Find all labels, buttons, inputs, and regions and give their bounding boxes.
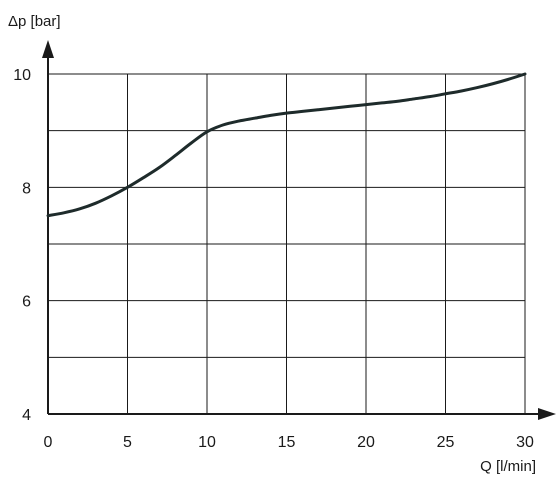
y-tick-label: 10 — [13, 67, 31, 84]
tick-labels: 0 5 10 15 20 25 30 4 6 8 10 — [13, 67, 534, 451]
x-tick-label: 0 — [44, 434, 53, 451]
pressure-drop-curve — [46, 72, 527, 218]
x-tick-label: 25 — [437, 434, 455, 451]
y-tick-label: 8 — [22, 180, 31, 197]
y-tick-label: 6 — [22, 294, 31, 311]
x-axis-arrow — [538, 408, 556, 420]
x-tick-label: 20 — [357, 434, 375, 451]
x-axis-label: Q [l/min] — [480, 458, 536, 475]
x-tick-label: 15 — [278, 434, 296, 451]
axes — [42, 40, 556, 420]
x-tick-label: 30 — [516, 434, 534, 451]
y-axis-arrow — [42, 40, 54, 58]
y-tick-label: 4 — [22, 407, 31, 424]
x-tick-label: 5 — [123, 434, 132, 451]
x-tick-label: 10 — [198, 434, 216, 451]
y-axis-label: Δp [bar] — [8, 13, 61, 30]
series-layer — [46, 72, 527, 218]
grid-lines — [48, 73, 526, 414]
